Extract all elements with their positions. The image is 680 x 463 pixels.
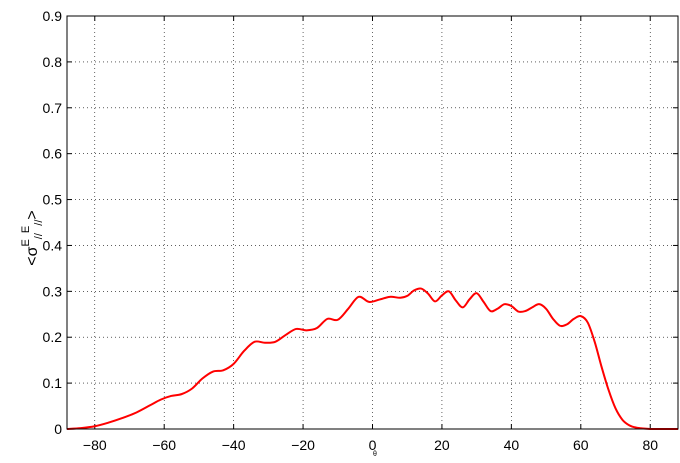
x-tick-label: 20 bbox=[434, 437, 450, 453]
x-tick-label: 0 bbox=[369, 437, 377, 453]
y-tick-label: 0.6 bbox=[43, 146, 63, 162]
x-tick-label: 60 bbox=[573, 437, 589, 453]
x-tick-label: −40 bbox=[222, 437, 246, 453]
y-tick-label: 0 bbox=[54, 421, 62, 437]
y-tick-label: 0.3 bbox=[43, 283, 63, 299]
x-tick-label: 80 bbox=[642, 437, 658, 453]
plot-frame bbox=[66, 15, 679, 430]
y-axis-label-sub2: // bbox=[33, 219, 45, 226]
x-tick-label: −60 bbox=[152, 437, 176, 453]
x-tick-labels: −80 −60 −40 −20 0 20 40 60 80 bbox=[83, 437, 658, 453]
axis-ticks bbox=[67, 15, 678, 430]
y-tick-label: 0.9 bbox=[43, 8, 63, 24]
series-line bbox=[66, 287, 678, 431]
y-tick-label: 0.2 bbox=[43, 329, 63, 345]
y-tick-label: 0.8 bbox=[43, 54, 63, 70]
y-tick-label: 0.1 bbox=[43, 375, 63, 391]
x-tick-label: −80 bbox=[83, 437, 107, 453]
x-axis-label: θ bbox=[373, 451, 377, 458]
y-axis-label-prefix: <σ bbox=[24, 246, 41, 265]
x-tick-label: −20 bbox=[291, 437, 315, 453]
y-axis-label-sup: E bbox=[20, 239, 32, 246]
y-tick-label: 0.5 bbox=[43, 192, 63, 208]
y-tick-labels: 0 0.1 0.2 0.3 0.4 0.5 0.6 0.7 0.8 0.9 bbox=[43, 8, 63, 437]
y-tick-label: 0.4 bbox=[43, 237, 63, 253]
y-axis-label: <σE//E//> bbox=[20, 210, 45, 266]
grid bbox=[67, 15, 678, 430]
y-tick-label: 0.7 bbox=[43, 100, 63, 116]
x-tick-label: 40 bbox=[504, 437, 520, 453]
y-axis-label-mid: E bbox=[20, 226, 32, 233]
y-axis-label-suffix: > bbox=[24, 210, 41, 219]
series-layer bbox=[66, 287, 678, 431]
y-axis-label-sub: // bbox=[33, 232, 45, 239]
